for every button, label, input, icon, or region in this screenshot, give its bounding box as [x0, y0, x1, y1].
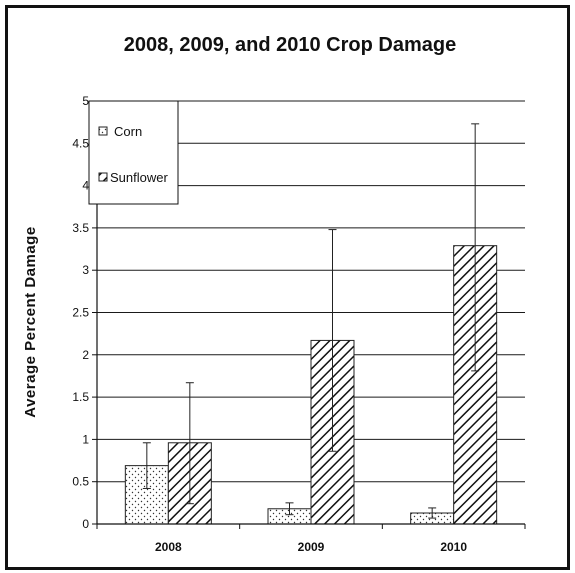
legend-box [88, 100, 179, 205]
y-tick-label: 2.5 [72, 306, 89, 320]
y-tick-label: 0 [82, 517, 89, 531]
x-tick-label: 2009 [298, 540, 325, 554]
legend-label-corn: Corn [114, 124, 142, 139]
legend-label-sunflower: Sunflower [110, 170, 168, 185]
x-tick-label: 2008 [155, 540, 182, 554]
legend-swatch-sunflower [98, 172, 108, 182]
y-tick-label: 0.5 [72, 475, 89, 489]
chart-frame: 2008, 2009, and 2010 Crop Damage Average… [5, 5, 570, 570]
y-tick-label: 1 [82, 432, 89, 446]
y-tick-label: 5 [82, 94, 89, 108]
gridlines [97, 100, 525, 483]
y-tick-label: 4.5 [72, 136, 89, 150]
chart-svg: 2008, 2009, and 2010 Crop Damage Average… [22, 34, 526, 554]
y-axis-label: Average Percent Damage [22, 226, 39, 417]
x-tick-label: 2010 [440, 540, 467, 554]
y-tick-label: 3 [82, 263, 89, 277]
bars [124, 123, 498, 525]
legend-swatch-corn [98, 126, 108, 136]
tick-labels: 0 0.5 1 1.5 2 2.5 3 3.5 4 4.5 5 2008 2009 2010 [72, 94, 467, 554]
y-tick-label: 3.5 [72, 221, 89, 235]
legend: Corn Sunflower [88, 100, 179, 205]
y-tick-label: 4 [82, 179, 89, 193]
y-tick-label: 1.5 [72, 390, 89, 404]
chart-title: 2008, 2009, and 2010 Crop Damage [124, 34, 456, 56]
y-tick-label: 2 [82, 348, 89, 362]
